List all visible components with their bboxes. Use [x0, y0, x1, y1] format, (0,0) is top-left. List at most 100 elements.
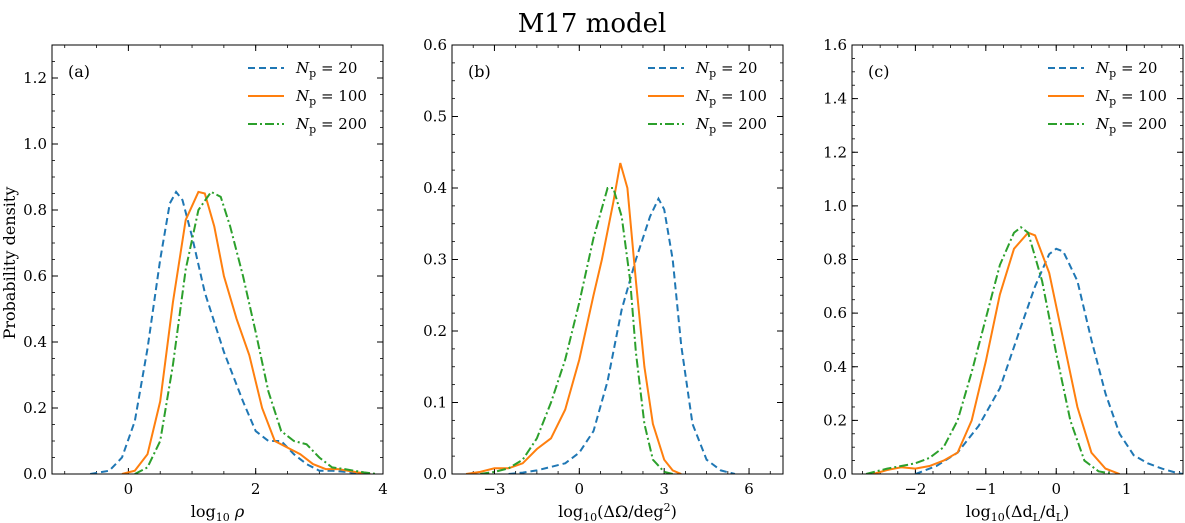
- legend-value: = 20: [1116, 59, 1157, 77]
- y-tick-label: 0.8: [823, 251, 847, 269]
- legend-subscript: p: [309, 123, 316, 136]
- plot-frame: [451, 44, 784, 475]
- x-axis-label: log10 ρ: [191, 502, 245, 523]
- legend-value: = 100: [1116, 87, 1167, 105]
- x-label-body: (ΔΩ/deg: [597, 502, 663, 521]
- legend-subscript: p: [1109, 67, 1116, 80]
- figure-title: M17 model: [518, 9, 667, 39]
- x-label-body: ρ: [230, 502, 245, 521]
- x-tick-label: 0: [1051, 480, 1061, 498]
- legend-entry-1: Np = 20: [1095, 59, 1157, 80]
- legend-symbol: N: [1095, 115, 1110, 133]
- y-tick-label: 0.6: [23, 267, 47, 285]
- series-line-2: [121, 190, 371, 474]
- y-tick-label: 0.2: [23, 399, 47, 417]
- y-tick-label: 0.2: [423, 322, 447, 340]
- legend-symbol: N: [1095, 87, 1110, 105]
- series-line-1: [915, 247, 1183, 474]
- legend-subscript: p: [709, 123, 716, 136]
- x-axis-label: log10(ΔdL/dL): [966, 502, 1070, 523]
- y-tick-label: 0.4: [823, 358, 847, 376]
- legend-entry-3: Np = 200: [295, 115, 367, 136]
- plot-frame: [851, 44, 1184, 475]
- x-label-body: (Δd: [1005, 502, 1033, 521]
- y-tick-label: 1.0: [823, 197, 847, 215]
- x-label-close: ): [671, 502, 677, 521]
- x-label-subscript: 10: [991, 511, 1005, 523]
- series-line-1: [508, 196, 736, 474]
- x-label-close: ): [1063, 502, 1069, 521]
- y-tick-label: 1.0: [23, 135, 47, 153]
- legend-entry-3: Np = 200: [695, 115, 767, 136]
- y-tick-label: 0.0: [23, 465, 47, 483]
- y-tick-label: 0.0: [823, 465, 847, 483]
- series-line-3: [865, 226, 1113, 474]
- y-tick-label: 0.0: [423, 465, 447, 483]
- y-tick-label: 0.6: [423, 36, 447, 54]
- legend-value: = 200: [316, 115, 367, 133]
- legend-entry-2: Np = 100: [695, 87, 767, 108]
- legend-entry-3: Np = 200: [1095, 115, 1167, 136]
- x-tick-label: 0: [124, 480, 134, 498]
- chart-panel-3: −2 −1 0 1 0.0 0.2 0.4 0.6 0.8 1.0 1.2 1.4 1.6 (c) Np =…: [823, 36, 1184, 523]
- x-tick-label: 2: [251, 480, 261, 498]
- x-tick-label: 0: [575, 480, 585, 498]
- series-line-2: [465, 162, 682, 474]
- x-tick-label: −3: [483, 480, 505, 498]
- series-line-3: [480, 187, 673, 474]
- y-tick-label: 0.1: [423, 394, 447, 412]
- y-axis-label: Probability density: [0, 187, 19, 340]
- x-label-superscript: 2: [664, 501, 671, 514]
- x-axis-label: log10(ΔΩ/deg2): [558, 501, 677, 523]
- x-tick-label: −2: [904, 480, 926, 498]
- x-tick-label: 6: [744, 480, 754, 498]
- y-tick-label: 0.2: [823, 411, 847, 429]
- y-tick-label: 0.4: [23, 333, 47, 351]
- legend-symbol: N: [695, 115, 710, 133]
- x-label-subscript-3: L: [1056, 511, 1064, 523]
- x-tick-label: −1: [975, 480, 997, 498]
- legend-symbol: N: [1095, 59, 1110, 77]
- legend-symbol: N: [295, 87, 310, 105]
- series-line-3: [134, 190, 377, 474]
- legend-subscript: p: [709, 95, 716, 108]
- legend-entry-1: Np = 20: [295, 59, 357, 80]
- y-tick-label: 0.5: [423, 108, 447, 126]
- legend-entry-1: Np = 20: [695, 59, 757, 80]
- series-line-2: [872, 231, 1120, 474]
- legend-entry-2: Np = 100: [295, 87, 367, 108]
- y-tick-label: 1.4: [823, 90, 847, 108]
- legend-symbol: N: [695, 87, 710, 105]
- legend-value: = 200: [716, 115, 767, 133]
- y-tick-label: 1.2: [823, 143, 847, 161]
- legend-symbol: N: [295, 115, 310, 133]
- series-line-1: [90, 190, 371, 474]
- x-label-mid: /d: [1040, 502, 1056, 521]
- panel-label: (a): [68, 62, 90, 81]
- x-label-subscript-2: L: [1033, 511, 1041, 523]
- x-label-subscript: 10: [216, 511, 230, 523]
- y-tick-label: 0.8: [23, 201, 47, 219]
- legend-value: = 100: [716, 87, 767, 105]
- x-label-base: log: [966, 502, 991, 521]
- legend-value: = 20: [316, 59, 357, 77]
- x-label-base: log: [191, 502, 216, 521]
- plot-frame: [51, 44, 384, 475]
- legend-subscript: p: [709, 67, 716, 80]
- y-tick-label: 1.6: [823, 36, 847, 54]
- panel-label: (c): [868, 62, 889, 81]
- legend-subscript: p: [309, 67, 316, 80]
- legend-symbol: N: [695, 59, 710, 77]
- y-tick-label: 0.4: [423, 179, 447, 197]
- y-tick-label: 0.3: [423, 251, 447, 269]
- legend-subscript: p: [1109, 95, 1116, 108]
- x-label-base: log: [558, 502, 583, 521]
- legend-symbol: N: [295, 59, 310, 77]
- x-tick-label: 3: [659, 480, 669, 498]
- legend-value: = 100: [316, 87, 367, 105]
- y-tick-label: 1.2: [23, 69, 47, 87]
- x-label-subscript: 10: [583, 511, 597, 523]
